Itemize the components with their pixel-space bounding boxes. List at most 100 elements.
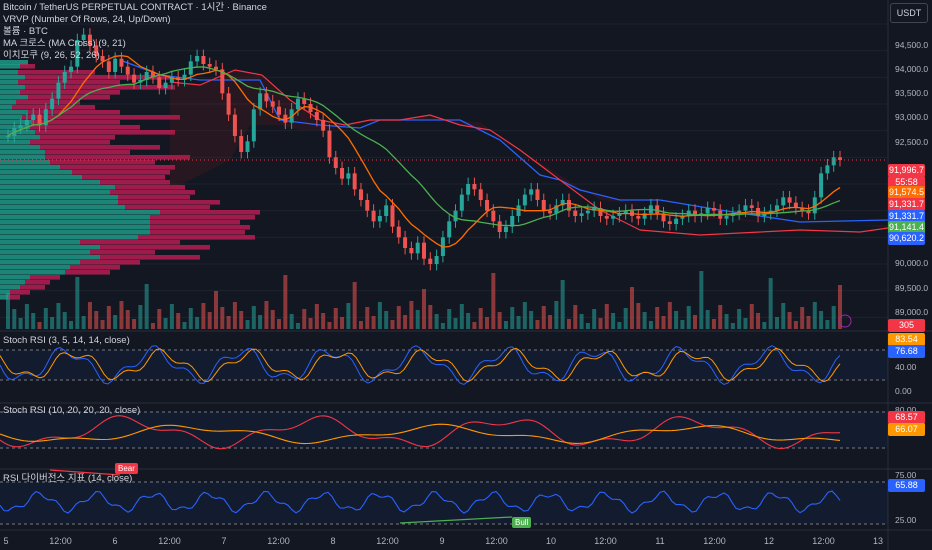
- time-axis-label: 6: [112, 536, 118, 546]
- candle-body: [69, 66, 74, 72]
- volume-bar: [119, 301, 124, 329]
- volume-profile-down-bar: [30, 275, 60, 280]
- volume-bar: [24, 304, 29, 329]
- ma-slow-line: [7, 66, 841, 227]
- volume-profile-up-bar: [0, 265, 70, 270]
- volume-bar: [466, 313, 471, 329]
- volume-bar: [516, 316, 521, 329]
- candle-body: [106, 61, 111, 72]
- candle-body: [207, 64, 212, 67]
- volume-bar: [100, 320, 105, 329]
- candle-body: [422, 242, 426, 259]
- candle-body: [743, 205, 748, 211]
- volume-profile-down-bar: [25, 75, 170, 80]
- volume-bar: [749, 304, 754, 329]
- candle-body: [302, 98, 307, 104]
- volume-bar: [667, 302, 672, 329]
- stoch-rsi-1-legend[interactable]: Stoch RSI (3, 5, 14, 14, close): [3, 335, 130, 346]
- volume-bar: [756, 313, 761, 329]
- candle-body: [516, 205, 521, 216]
- candle-body: [50, 98, 55, 110]
- volume-profile-up-bar: [0, 175, 82, 180]
- stoch1-d-line: [0, 347, 841, 383]
- volume-bar: [554, 301, 559, 329]
- chart-title[interactable]: Bitcoin / TetherUS PERPETUAL CONTRACT · …: [3, 2, 267, 13]
- volume-profile-up-bar: [0, 250, 90, 255]
- volume-bar: [661, 316, 666, 329]
- candle-body: [403, 237, 408, 248]
- time-axis-label: 12:00: [485, 536, 508, 546]
- volume-bar: [295, 323, 300, 329]
- volume-legend[interactable]: 볼륨 · BTC: [3, 26, 48, 37]
- volume-profile-down-bar: [32, 120, 120, 125]
- volume-profile-up-bar: [0, 240, 80, 245]
- volume-bar: [642, 312, 647, 329]
- stoch-rsi-2-legend[interactable]: Stoch RSI (10, 20, 20, 20, close): [3, 405, 141, 416]
- volume-bar: [447, 309, 452, 329]
- volume-bar: [573, 305, 578, 329]
- volume-profile-up-bar: [0, 275, 30, 280]
- volume-profile-down-bar: [82, 175, 165, 180]
- volume-profile-down-bar: [72, 170, 170, 175]
- candle-body: [787, 197, 792, 203]
- volume-bar: [434, 314, 439, 329]
- candle-body: [667, 221, 672, 224]
- candle-body: [308, 104, 313, 112]
- volume-profile-down-bar: [40, 145, 160, 150]
- candle-body: [598, 208, 603, 216]
- stoch1-pill: 83.54: [888, 333, 925, 346]
- candle-body: [270, 101, 275, 107]
- candle-body: [365, 200, 370, 211]
- volume-profile-up-bar: [0, 70, 18, 75]
- candle-body: [762, 213, 767, 216]
- candle-body: [321, 120, 326, 131]
- vrvp-legend[interactable]: VRVP (Number Of Rows, 24, Up/Down): [3, 14, 171, 25]
- volume-bar: [94, 311, 99, 329]
- candle-body: [585, 210, 590, 214]
- volume-bar: [50, 317, 55, 329]
- stoch2-k-line: [0, 415, 841, 450]
- volume-bar: [106, 306, 111, 329]
- volume-profile-down-bar: [28, 110, 120, 115]
- currency-button[interactable]: USDT: [890, 3, 928, 23]
- volume-bar: [144, 284, 149, 329]
- candle-body: [781, 197, 786, 206]
- volume-profile-up-bar: [0, 190, 110, 195]
- ichimoku-span-line: [169, 69, 889, 236]
- time-axis-label: 12: [763, 536, 775, 546]
- candle-body: [18, 125, 23, 128]
- volume-bar: [541, 306, 546, 329]
- volume-bar: [132, 319, 137, 329]
- ichimoku-kijun-line: [119, 59, 889, 223]
- price-pill: 91,574.5: [888, 186, 925, 199]
- volume-bar: [314, 304, 319, 329]
- volume-profile-up-bar: [0, 230, 150, 235]
- ma-cross-legend[interactable]: MA 크로스 (MA Cross) (9, 21): [3, 38, 126, 49]
- volume-profile-down-bar: [20, 90, 120, 95]
- candle-body: [573, 210, 578, 216]
- volume-bar: [781, 303, 786, 329]
- volume-bar: [18, 318, 23, 329]
- volume-bar: [737, 309, 742, 329]
- candle-body: [497, 221, 502, 232]
- volume-profile-up-bar: [0, 100, 16, 105]
- candle-body: [226, 93, 231, 115]
- volume-bar: [377, 302, 382, 329]
- volume-profile-up-bar: [0, 135, 40, 140]
- volume-bar: [396, 306, 401, 329]
- candle-body: [642, 213, 647, 219]
- volume-profile-down-bar: [25, 85, 175, 90]
- candle-body: [384, 205, 389, 216]
- candle-body: [459, 194, 464, 211]
- candle-body: [428, 258, 433, 264]
- volume-bar: [358, 321, 363, 329]
- candle-body: [623, 210, 628, 214]
- volume-pill: 305: [888, 319, 925, 332]
- rsi-divergence-legend[interactable]: RSI 다이버전스 지표 (14, close): [3, 473, 133, 484]
- candle-body: [566, 200, 571, 211]
- candle-body: [554, 205, 559, 214]
- volume-profile-up-bar: [0, 270, 65, 275]
- ichimoku-legend[interactable]: 이치모쿠 (9, 26, 52, 26): [3, 50, 100, 61]
- stoch1-axis-label: 0.00: [895, 386, 912, 396]
- ma-fast-line: [7, 55, 841, 248]
